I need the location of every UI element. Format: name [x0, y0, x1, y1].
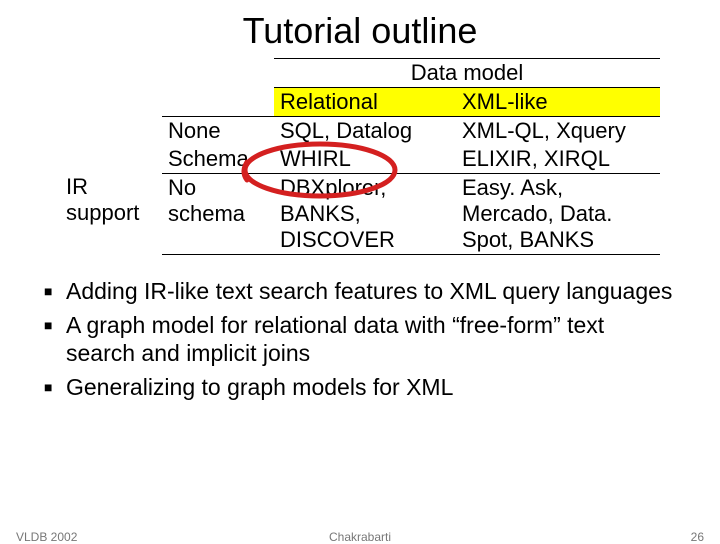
table-row: IR support Schema WHIRL ELIXIR, XIRQL	[60, 145, 660, 174]
table-row-label: Schema	[162, 145, 274, 174]
bullet-icon: ■	[44, 277, 66, 305]
table-row-label: None	[162, 117, 274, 146]
slide-title: Tutorial outline	[0, 0, 720, 58]
table-cell: ELIXIR, XIRQL	[456, 145, 660, 174]
table-col-header: Relational	[274, 88, 456, 117]
bullet-icon: ■	[44, 311, 66, 367]
list-item: ■ Adding IR-like text search features to…	[44, 277, 676, 305]
table-cell: Easy. Ask, Mercado, Data. Spot, BANKS	[456, 174, 660, 255]
table-cell	[162, 88, 274, 117]
table-row-label: No schema	[162, 174, 274, 255]
table-row-group-label: IR support	[60, 145, 162, 255]
table-col-header: XML-like	[456, 88, 660, 117]
bullet-text: A graph model for relational data with “…	[66, 311, 676, 367]
bullet-icon: ■	[44, 373, 66, 401]
table-cell: WHIRL	[274, 145, 456, 174]
table-row: Relational XML-like	[60, 88, 660, 117]
list-item: ■ A graph model for relational data with…	[44, 311, 676, 367]
table-cell	[60, 117, 162, 146]
bullet-text: Generalizing to graph models for XML	[66, 373, 453, 401]
table-cell: SQL, Datalog	[274, 117, 456, 146]
table: Data model Relational XML-like None SQL,…	[60, 58, 660, 255]
footer-right: 26	[691, 530, 704, 544]
table-cell	[162, 59, 274, 88]
slide: Tutorial outline Data model Relational X…	[0, 0, 720, 540]
table-row: Data model	[60, 59, 660, 88]
table-header-group: Data model	[274, 59, 660, 88]
table-cell: DBXplorer, BANKS, DISCOVER	[274, 174, 456, 255]
table-cell: XML-QL, Xquery	[456, 117, 660, 146]
table-row: None SQL, Datalog XML-QL, Xquery	[60, 117, 660, 146]
footer-center: Chakrabarti	[0, 530, 720, 544]
table-cell	[60, 59, 162, 88]
bullet-text: Adding IR-like text search features to X…	[66, 277, 672, 305]
table-cell	[60, 88, 162, 117]
bullet-list: ■ Adding IR-like text search features to…	[44, 277, 676, 401]
comparison-table: Data model Relational XML-like None SQL,…	[60, 58, 660, 255]
list-item: ■ Generalizing to graph models for XML	[44, 373, 676, 401]
